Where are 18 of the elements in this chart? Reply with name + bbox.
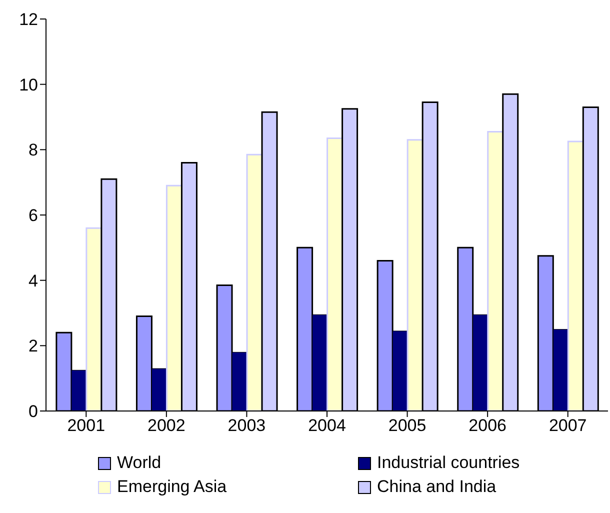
y-tick-label: 4 xyxy=(28,271,38,290)
x-tick-label: 2005 xyxy=(388,416,426,436)
x-tick-label: 2006 xyxy=(468,416,506,436)
x-tick-label: 2004 xyxy=(308,416,346,436)
y-tick-label: 8 xyxy=(28,140,38,160)
legend-label: Emerging Asia xyxy=(117,476,227,498)
legend-label: China and India xyxy=(377,476,496,498)
y-tick-label: 2 xyxy=(28,336,38,356)
x-tick-label: 2001 xyxy=(67,416,106,436)
x-tick-label: 2007 xyxy=(548,416,587,436)
y-tick-label: 12 xyxy=(19,10,38,30)
x-tick-label: 2003 xyxy=(228,416,266,436)
x-tick-label: 2002 xyxy=(148,416,186,436)
y-tick-label: 10 xyxy=(19,75,38,94)
y-tick-label: 0 xyxy=(28,402,38,422)
legend-label: Industrial countries xyxy=(377,452,520,474)
y-tick-label: 6 xyxy=(28,206,38,226)
legend-label: World xyxy=(117,452,162,474)
